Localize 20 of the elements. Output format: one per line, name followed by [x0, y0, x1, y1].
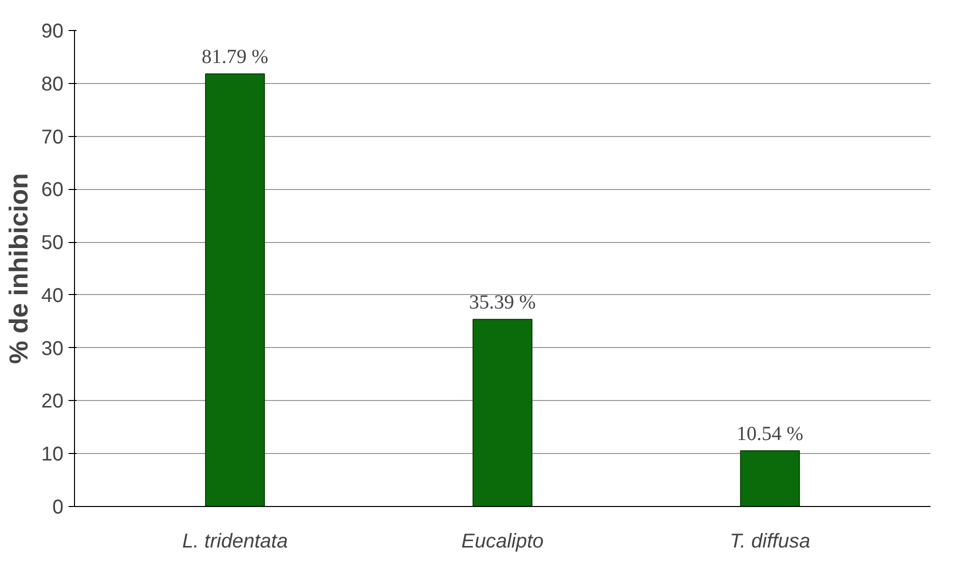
y-tick-label: 90 [41, 20, 64, 42]
bar [472, 318, 532, 506]
y-tick-label: 10 [41, 444, 64, 466]
y-tick-label: 30 [41, 338, 64, 360]
y-tick-label: 0 [52, 496, 64, 518]
x-tick-label: Eucalipto [461, 530, 544, 552]
x-tick-label: T. diffusa [730, 530, 810, 552]
y-tick-label: 20 [41, 390, 64, 413]
y-tick-label: 40 [41, 284, 64, 307]
data-label: 10.54 % [736, 422, 804, 445]
y-axis-title: % de inhibicion [3, 173, 34, 364]
bar [205, 73, 265, 506]
y-tick-label: 80 [41, 73, 64, 96]
y-tick-label: 70 [41, 126, 64, 148]
y-tick-label: 60 [41, 179, 64, 202]
bar [740, 450, 800, 506]
x-tick-label: L. tridentata [182, 530, 288, 552]
y-tick-label: 50 [41, 232, 64, 254]
data-label: 81.79 % [202, 46, 268, 68]
data-label: 35.39 % [469, 291, 536, 314]
